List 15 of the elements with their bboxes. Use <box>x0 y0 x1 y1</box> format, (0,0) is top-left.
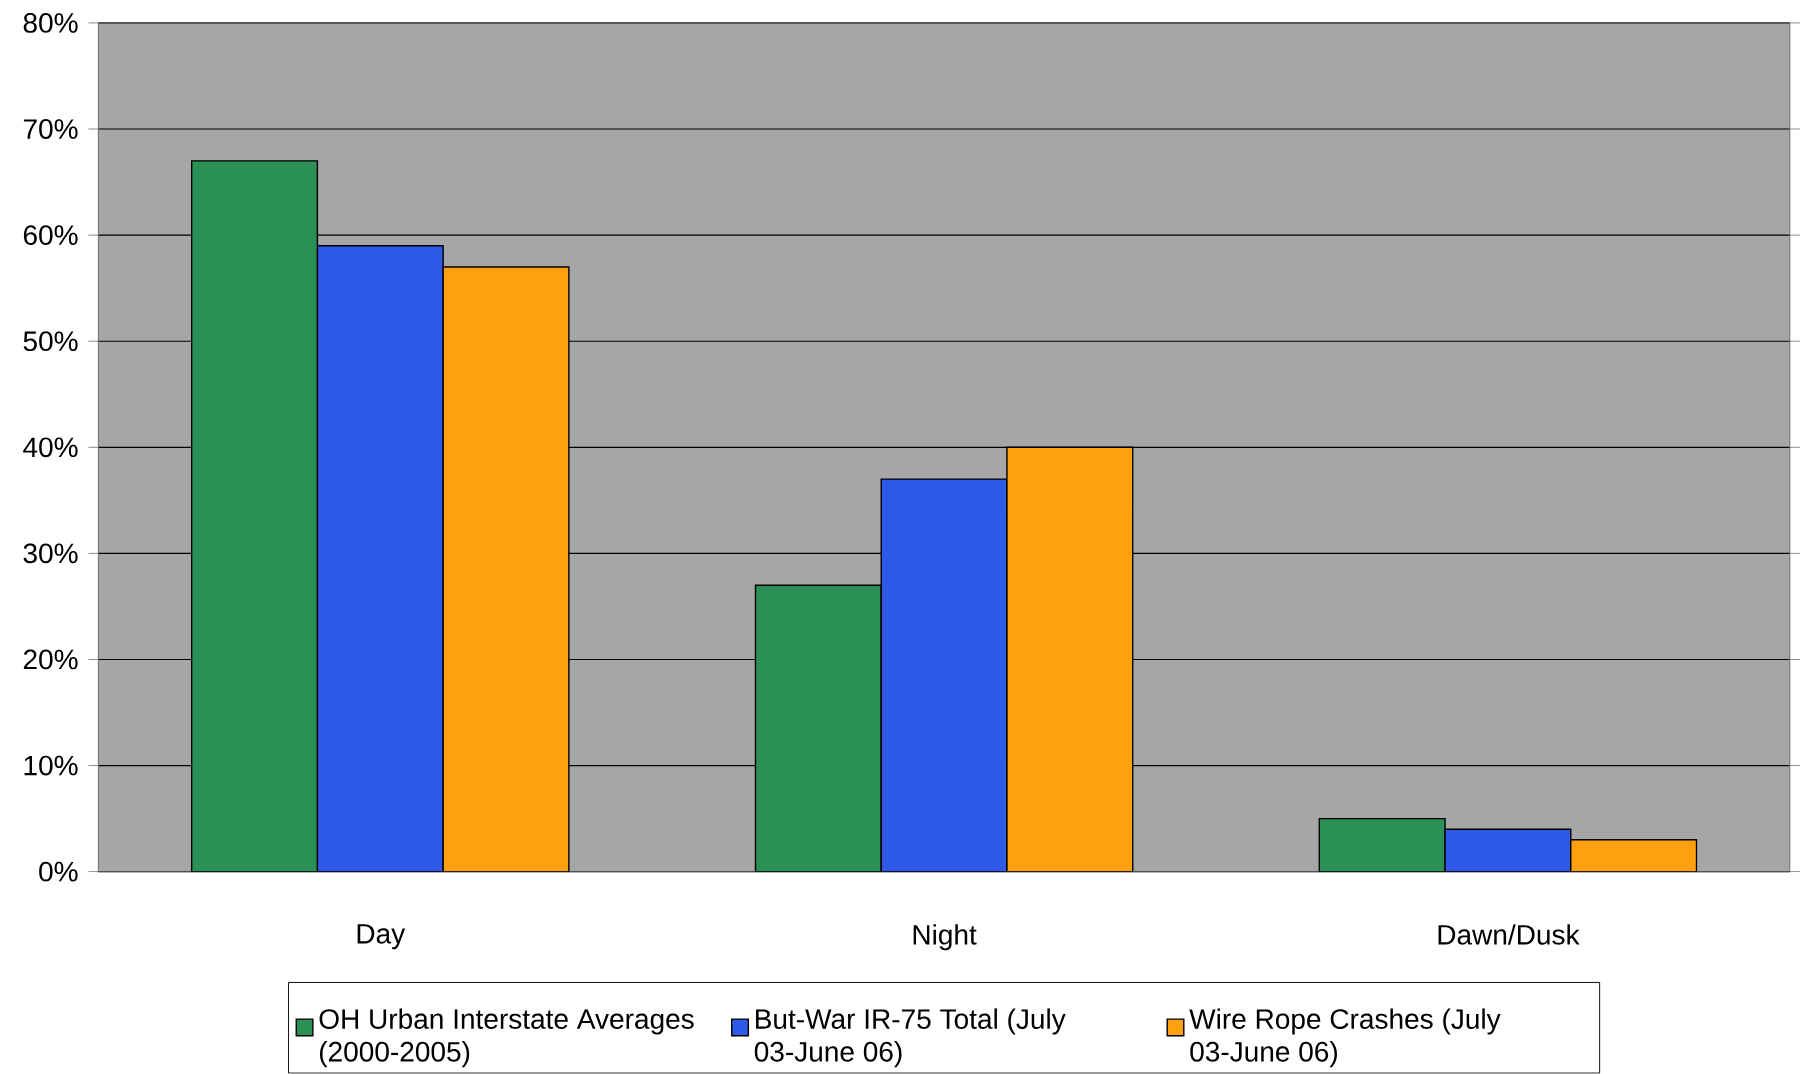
y-tick-label: 80% <box>23 13 78 34</box>
y-tick-label: 50% <box>23 331 78 352</box>
y-tick-label: 10% <box>24 755 78 776</box>
x-tick-label: Dawn/Dusk <box>1438 924 1580 945</box>
y-tick-label: 40% <box>23 437 78 458</box>
x-tick-label: Night <box>913 924 977 951</box>
legend-label: But-War IR-75 Total (July 03-June 06) <box>754 1008 1066 1068</box>
y-tick-label: 20% <box>23 649 78 670</box>
y-tick-label: 70% <box>23 119 78 140</box>
y-tick-label: 60% <box>23 225 78 246</box>
y-tick-label: 30% <box>23 543 78 564</box>
x-tick-label: Day <box>357 924 406 950</box>
y-tick-label: 0% <box>39 861 78 882</box>
legend-label: OH Urban Interstate Averages (2000-2005) <box>319 1008 694 1068</box>
legend-label: Wire Rope Crashes (July 03-June 06) <box>1189 1008 1501 1068</box>
